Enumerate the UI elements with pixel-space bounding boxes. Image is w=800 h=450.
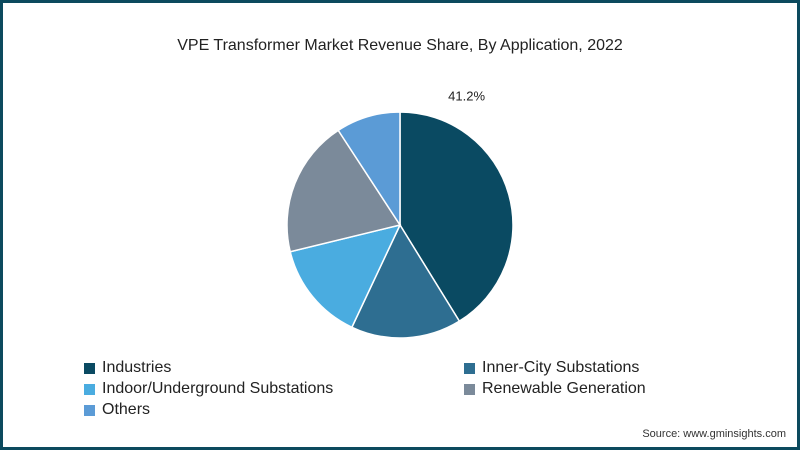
pie-slice-indoor-underground-substations [289,223,402,329]
pie-slice-inner-city-substations [350,223,461,339]
data-label-industries: 41.2% [448,89,485,104]
pie-slice-industries [399,111,514,323]
pie-slice-others [337,111,401,228]
pie-slice-renewable-generation [286,129,402,253]
source-note: Source: www.gminsights.com [642,428,786,440]
chart-title: VPE Transformer Market Revenue Share, By… [177,37,623,54]
